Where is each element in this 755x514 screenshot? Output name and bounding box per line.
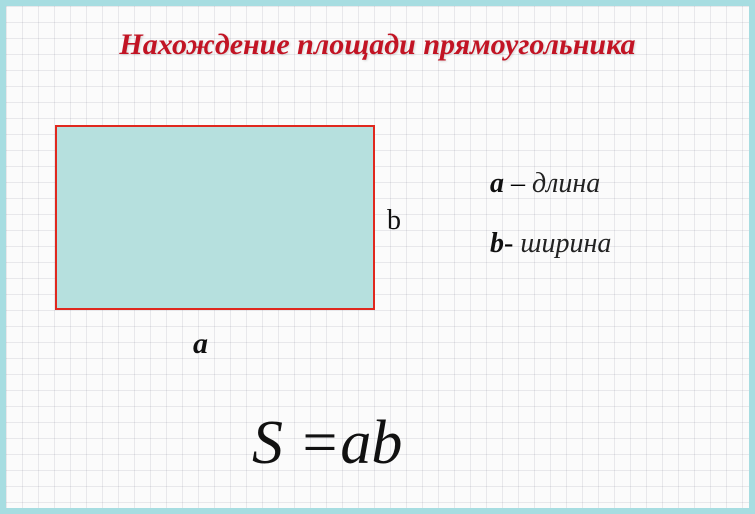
side-label-b: b [387, 205, 401, 237]
legend-var-a: a [490, 168, 504, 199]
legend: a – длина b- ширина [490, 168, 611, 260]
legend-desc-b: ширина [520, 228, 611, 259]
legend-desc-a: длина [532, 168, 600, 199]
formula: S =ab [252, 408, 402, 479]
legend-var-b: b [490, 228, 504, 259]
page-title: Нахождение площади прямоугольника [0, 28, 755, 62]
legend-row-b: b- ширина [490, 228, 611, 260]
rectangle-shape [55, 125, 375, 310]
legend-row-a: a – длина [490, 168, 611, 200]
legend-sep-a: – [504, 168, 532, 199]
legend-sep-b: - [504, 228, 520, 259]
side-label-a: a [193, 327, 208, 361]
